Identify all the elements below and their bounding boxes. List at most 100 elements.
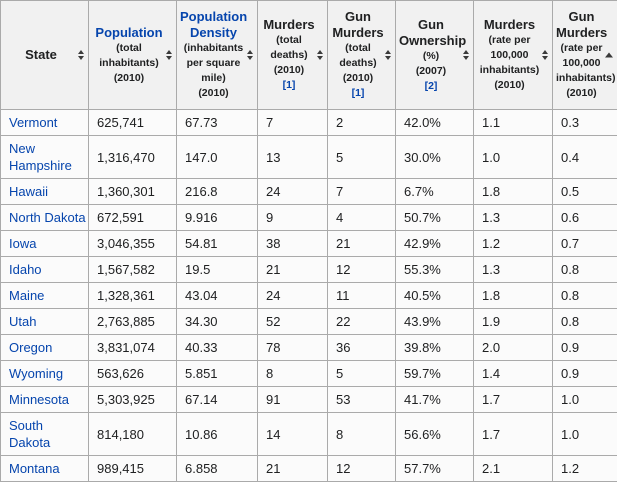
data-cell-gun-ownership: 43.9%	[396, 309, 474, 335]
data-cell-murders-rate: 1.1	[474, 110, 553, 136]
data-cell-gun-murders-rate: 0.8	[553, 283, 617, 309]
state-cell: Oregon	[1, 335, 89, 361]
column-header-state[interactable]: State	[1, 1, 89, 110]
state-link[interactable]: Hawaii	[9, 184, 48, 199]
state-cell: North Dakota	[1, 205, 89, 231]
data-cell-gun-murders-total: 2	[328, 110, 396, 136]
data-cell-gun-murders-rate: 1.0	[553, 413, 617, 456]
data-cell-gun-murders-rate: 0.3	[553, 110, 617, 136]
state-cell: Wyoming	[1, 361, 89, 387]
data-cell-population-density: 67.14	[177, 387, 258, 413]
column-title: Murders	[477, 17, 542, 33]
column-subtitle-line: (2010)	[180, 86, 247, 101]
data-cell-gun-murders-rate: 0.9	[553, 361, 617, 387]
state-link[interactable]: Maine	[9, 288, 44, 303]
data-cell-gun-murders-rate: 0.4	[553, 136, 617, 179]
sort-ascending-icon[interactable]	[604, 51, 614, 60]
sort-up-triangle	[317, 50, 323, 54]
state-link[interactable]: Vermont	[9, 115, 57, 130]
data-cell-gun-murders-total: 12	[328, 456, 396, 482]
sort-up-triangle	[78, 50, 84, 54]
data-cell-gun-murders-rate: 0.6	[553, 205, 617, 231]
data-cell-gun-ownership: 30.0%	[396, 136, 474, 179]
data-cell-gun-murders-total: 21	[328, 231, 396, 257]
data-cell-murders-total: 24	[258, 179, 328, 205]
data-cell-population: 3,046,355	[89, 231, 177, 257]
column-subtitle-line: (inhabitants	[180, 41, 247, 56]
column-subtitle-line: per square	[180, 56, 247, 71]
data-cell-population: 3,831,074	[89, 335, 177, 361]
column-title: Gun Murders	[556, 9, 607, 41]
column-subtitle-line: inhabitants)	[556, 71, 607, 86]
state-link[interactable]: North Dakota	[9, 210, 86, 225]
sort-both-icon[interactable]	[77, 48, 85, 62]
data-cell-population: 672,591	[89, 205, 177, 231]
data-cell-murders-total: 78	[258, 335, 328, 361]
data-cell-murders-total: 52	[258, 309, 328, 335]
data-cell-murders-total: 7	[258, 110, 328, 136]
column-title-link[interactable]: Population Density	[180, 9, 247, 41]
sort-down-triangle	[166, 56, 172, 60]
data-cell-murders-total: 91	[258, 387, 328, 413]
state-link[interactable]: Iowa	[9, 236, 36, 251]
data-cell-murders-total: 8	[258, 361, 328, 387]
sort-both-icon[interactable]	[384, 48, 392, 62]
footnote-reference-link[interactable]: [1]	[261, 78, 317, 93]
state-link[interactable]: New Hampshire	[9, 141, 72, 173]
data-cell-murders-total: 21	[258, 456, 328, 482]
state-link[interactable]: Montana	[9, 461, 60, 476]
sort-both-icon[interactable]	[165, 48, 173, 62]
state-link[interactable]: Minnesota	[9, 392, 69, 407]
state-link[interactable]: South Dakota	[9, 418, 50, 450]
state-cell: Maine	[1, 283, 89, 309]
state-cell: Iowa	[1, 231, 89, 257]
data-cell-murders-total: 13	[258, 136, 328, 179]
data-cell-population-density: 10.86	[177, 413, 258, 456]
state-link[interactable]: Utah	[9, 314, 36, 329]
data-cell-murders-rate: 1.3	[474, 205, 553, 231]
state-link[interactable]: Oregon	[9, 340, 52, 355]
footnote-reference-link[interactable]: [2]	[399, 79, 463, 94]
sort-down-triangle	[385, 56, 391, 60]
data-cell-population-density: 34.30	[177, 309, 258, 335]
data-cell-population: 5,303,925	[89, 387, 177, 413]
column-title-link[interactable]: Population	[92, 25, 166, 41]
data-cell-gun-ownership: 56.6%	[396, 413, 474, 456]
data-cell-gun-murders-total: 5	[328, 361, 396, 387]
sort-both-icon[interactable]	[316, 48, 324, 62]
data-cell-murders-rate: 1.8	[474, 283, 553, 309]
column-subtitle-line: (total	[331, 41, 385, 56]
column-subtitle-line: deaths)	[261, 48, 317, 63]
sort-both-icon[interactable]	[246, 48, 254, 62]
column-title: Murders	[261, 17, 317, 33]
sort-both-icon[interactable]	[462, 48, 470, 62]
data-cell-gun-ownership: 59.7%	[396, 361, 474, 387]
sort-down-triangle	[78, 56, 84, 60]
column-title: Gun Ownership	[399, 17, 463, 49]
state-link[interactable]: Wyoming	[9, 366, 63, 381]
sort-both-icon[interactable]	[541, 48, 549, 62]
state-link[interactable]: Idaho	[9, 262, 42, 277]
data-cell-gun-murders-rate: 0.5	[553, 179, 617, 205]
column-subtitle-line: inhabitants)	[477, 63, 542, 78]
column-subtitle-line: (total	[261, 33, 317, 48]
sort-down-triangle	[542, 56, 548, 60]
column-subtitle-line: (2010)	[261, 63, 317, 78]
column-header-gun-ownership[interactable]: Gun Ownership(%)(2007)[2]	[396, 1, 474, 110]
data-cell-gun-ownership: 42.0%	[396, 110, 474, 136]
state-cell: Idaho	[1, 257, 89, 283]
data-cell-gun-murders-total: 22	[328, 309, 396, 335]
footnote-reference-link[interactable]: [1]	[331, 86, 385, 101]
